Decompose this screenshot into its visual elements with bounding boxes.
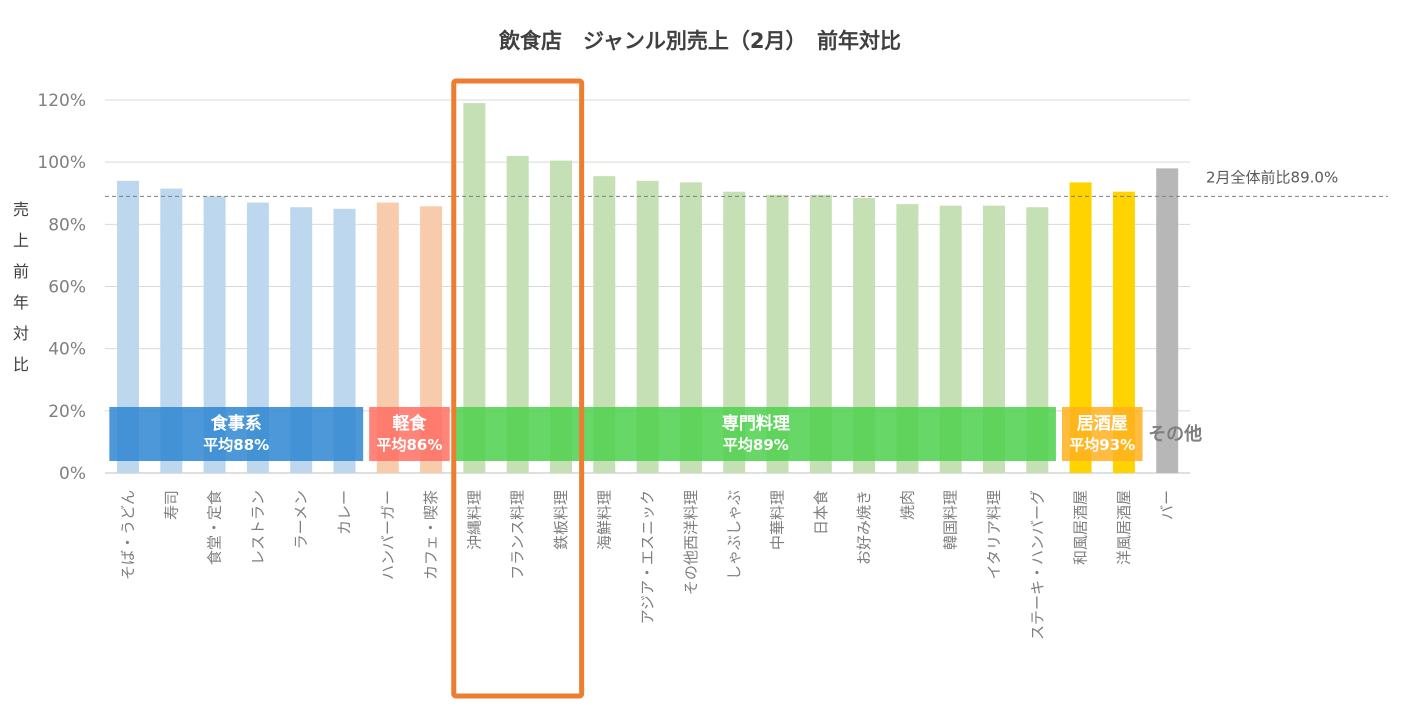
bar <box>463 103 486 473</box>
bar <box>376 202 399 473</box>
category-label: そば・うどん <box>119 490 137 580</box>
group-band-title: 居酒屋 <box>1077 413 1128 434</box>
bar <box>636 180 659 474</box>
chart-title: 飲食店 ジャンル別売上（2月） 前年対比 <box>498 29 901 53</box>
bar <box>766 194 789 473</box>
bar <box>117 180 139 474</box>
category-label: お好み焼き <box>855 490 873 565</box>
bar <box>420 206 443 473</box>
group-band <box>1061 407 1143 461</box>
category-label: アジア・エスニック <box>639 490 657 624</box>
y-tick-label: 0% <box>59 464 86 484</box>
reference-line: 2月全体前比89.0% <box>105 168 1388 197</box>
category-label: カフェ・喫茶 <box>422 490 440 580</box>
group-band <box>109 407 364 461</box>
group-band-title: 軽食 <box>392 413 427 434</box>
category-label: 海鮮料理 <box>595 490 613 550</box>
y-axis-ticks: 0% 20% 40% 60% 80% 100% 120% <box>37 91 86 484</box>
bar <box>290 207 313 474</box>
y-tick-label: 80% <box>48 215 86 235</box>
category-label: 寿司 <box>162 490 180 520</box>
category-label: その他西洋料理 <box>682 490 700 595</box>
category-label: 焼肉 <box>898 490 916 520</box>
category-label: 韓国料理 <box>942 490 960 550</box>
bar <box>939 205 962 473</box>
group-band-title: 食事系 <box>211 413 262 434</box>
x-axis-categories: そば・うどん 寿司 食堂・定食 レストラン ラーメン カレー ハンバーガー カフェ・喫茶 沖縄料… <box>119 490 1176 640</box>
bar <box>593 176 616 473</box>
bar <box>1112 191 1135 473</box>
category-label: 中華料理 <box>769 490 787 550</box>
category-label: ステーキ・ハンバーグ <box>1028 490 1046 640</box>
group-band-title: その他 <box>1148 423 1202 445</box>
category-label: ハンバーガー <box>379 490 397 580</box>
category-label: イタリア料理 <box>985 490 1003 579</box>
bar <box>1069 182 1092 473</box>
category-label: 鉄板料理 <box>552 490 570 550</box>
group-band-average: 平均93% <box>1069 436 1135 454</box>
category-label: 和風居酒屋 <box>1072 490 1090 565</box>
bar <box>723 191 746 473</box>
bar <box>246 202 269 473</box>
bar <box>333 208 356 473</box>
reference-line-label: 2月全体前比89.0% <box>1206 168 1338 186</box>
group-band <box>369 407 450 461</box>
category-label: カレー <box>336 490 354 535</box>
category-label: バー <box>1158 490 1176 520</box>
bar <box>896 204 919 474</box>
y-tick-label: 120% <box>37 91 86 111</box>
bar <box>1156 168 1179 473</box>
bar <box>203 196 226 473</box>
group-band-average: 平均89% <box>723 436 789 454</box>
group-band-average: 平均86% <box>376 436 442 454</box>
category-label: 洋風居酒屋 <box>1115 490 1133 565</box>
bar <box>506 155 529 473</box>
bar <box>853 197 876 473</box>
category-label: 食堂・定食 <box>206 490 224 565</box>
category-label: レストラン <box>249 490 267 565</box>
group-band <box>455 407 1056 461</box>
group-band-title: 専門料理 <box>722 413 790 434</box>
highlight-rectangle <box>451 78 585 699</box>
category-label: ラーメン <box>292 490 310 549</box>
bars <box>117 103 1179 474</box>
y-tick-label: 20% <box>48 402 86 422</box>
highlight-box <box>451 78 585 699</box>
category-label: しゃぶしゃぶ <box>725 490 743 580</box>
y-tick-label: 60% <box>48 278 86 298</box>
category-label: 沖縄料理 <box>465 490 483 550</box>
bar <box>160 188 183 473</box>
category-label: フランス料理 <box>509 490 527 580</box>
bar <box>983 205 1005 473</box>
bar <box>809 194 832 473</box>
bar <box>1026 207 1049 474</box>
category-label: 日本食 <box>812 490 830 535</box>
group-band-average: 平均88% <box>203 436 269 454</box>
y-tick-label: 100% <box>37 153 86 173</box>
bar <box>550 160 572 474</box>
y-tick-label: 40% <box>48 340 86 360</box>
y-axis-title: 売上前年対比 <box>13 200 29 374</box>
y-axis-label: 売上前年対比 <box>13 200 29 374</box>
bar <box>679 182 702 473</box>
